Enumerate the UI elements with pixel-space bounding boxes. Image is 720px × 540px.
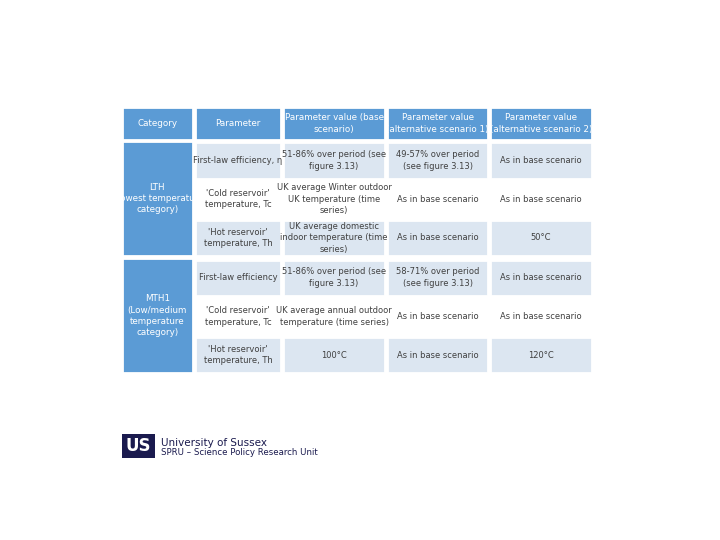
FancyBboxPatch shape	[122, 107, 193, 140]
Text: First-law efficiency, η: First-law efficiency, η	[194, 156, 283, 165]
FancyBboxPatch shape	[387, 337, 488, 373]
Text: UK average domestic
indoor temperature (time
series): UK average domestic indoor temperature (…	[280, 222, 388, 254]
FancyBboxPatch shape	[194, 260, 282, 296]
Text: 'Hot reservoir'
temperature, Th: 'Hot reservoir' temperature, Th	[204, 345, 272, 365]
Text: University of Sussex: University of Sussex	[161, 438, 267, 448]
FancyBboxPatch shape	[194, 107, 282, 140]
Text: UK average Winter outdoor
UK temperature (time
series): UK average Winter outdoor UK temperature…	[276, 183, 392, 215]
Text: As in base scenario: As in base scenario	[397, 233, 478, 242]
Text: As in base scenario: As in base scenario	[397, 312, 478, 321]
Text: Category: Category	[138, 119, 177, 128]
FancyBboxPatch shape	[283, 260, 385, 296]
Text: 'Cold reservoir'
temperature, Tc: 'Cold reservoir' temperature, Tc	[204, 189, 271, 210]
FancyBboxPatch shape	[490, 260, 592, 296]
FancyBboxPatch shape	[490, 143, 592, 179]
Text: US: US	[126, 437, 151, 455]
Text: Parameter value (base
scenario): Parameter value (base scenario)	[284, 113, 384, 134]
Text: 51-86% over period (see
figure 3.13): 51-86% over period (see figure 3.13)	[282, 150, 386, 171]
FancyBboxPatch shape	[490, 220, 592, 256]
Text: UK average annual outdoor
temperature (time series): UK average annual outdoor temperature (t…	[276, 306, 392, 327]
Text: Parameter value
(alternative scenario 2): Parameter value (alternative scenario 2)	[490, 113, 593, 134]
Text: LTH
(Lowest temperature
category): LTH (Lowest temperature category)	[112, 183, 203, 214]
FancyBboxPatch shape	[387, 298, 488, 334]
Text: 50°C: 50°C	[531, 233, 552, 242]
FancyBboxPatch shape	[387, 143, 488, 179]
Text: First-law efficiency: First-law efficiency	[199, 273, 277, 282]
FancyBboxPatch shape	[194, 143, 282, 179]
FancyBboxPatch shape	[490, 337, 592, 373]
FancyBboxPatch shape	[194, 337, 282, 373]
FancyBboxPatch shape	[194, 298, 282, 334]
Text: 58-71% over period
(see figure 3.13): 58-71% over period (see figure 3.13)	[396, 267, 480, 288]
Text: 'Cold reservoir'
temperature, Tc: 'Cold reservoir' temperature, Tc	[204, 306, 271, 327]
Text: Parameter: Parameter	[215, 119, 261, 128]
FancyBboxPatch shape	[283, 107, 385, 140]
FancyBboxPatch shape	[122, 434, 155, 458]
FancyBboxPatch shape	[387, 260, 488, 296]
FancyBboxPatch shape	[283, 298, 385, 334]
FancyBboxPatch shape	[387, 220, 488, 256]
Text: 51-86% over period (see
figure 3.13): 51-86% over period (see figure 3.13)	[282, 267, 386, 288]
Text: As in base scenario: As in base scenario	[500, 312, 582, 321]
FancyBboxPatch shape	[387, 107, 488, 140]
Text: 49-57% over period
(see figure 3.13): 49-57% over period (see figure 3.13)	[396, 150, 480, 171]
FancyBboxPatch shape	[387, 181, 488, 217]
Text: 'Hot reservoir'
temperature, Th: 'Hot reservoir' temperature, Th	[204, 227, 272, 248]
FancyBboxPatch shape	[283, 220, 385, 256]
FancyBboxPatch shape	[283, 337, 385, 373]
Text: SPRU – Science Policy Research Unit: SPRU – Science Policy Research Unit	[161, 448, 318, 457]
Text: As in base scenario: As in base scenario	[500, 156, 582, 165]
Text: As in base scenario: As in base scenario	[500, 194, 582, 204]
FancyBboxPatch shape	[490, 107, 592, 140]
FancyBboxPatch shape	[490, 298, 592, 334]
Text: As in base scenario: As in base scenario	[500, 273, 582, 282]
Text: MTH1
(Low/medium
temperature
category): MTH1 (Low/medium temperature category)	[127, 294, 187, 338]
FancyBboxPatch shape	[283, 143, 385, 179]
FancyBboxPatch shape	[194, 220, 282, 256]
FancyBboxPatch shape	[194, 181, 282, 217]
FancyBboxPatch shape	[122, 141, 193, 256]
Text: 120°C: 120°C	[528, 350, 554, 360]
Text: Parameter value
(alternative scenario 1): Parameter value (alternative scenario 1)	[387, 113, 489, 134]
Text: As in base scenario: As in base scenario	[397, 350, 478, 360]
FancyBboxPatch shape	[490, 181, 592, 217]
FancyBboxPatch shape	[283, 181, 385, 217]
FancyBboxPatch shape	[122, 258, 193, 373]
Text: 100°C: 100°C	[321, 350, 347, 360]
Text: As in base scenario: As in base scenario	[397, 194, 478, 204]
